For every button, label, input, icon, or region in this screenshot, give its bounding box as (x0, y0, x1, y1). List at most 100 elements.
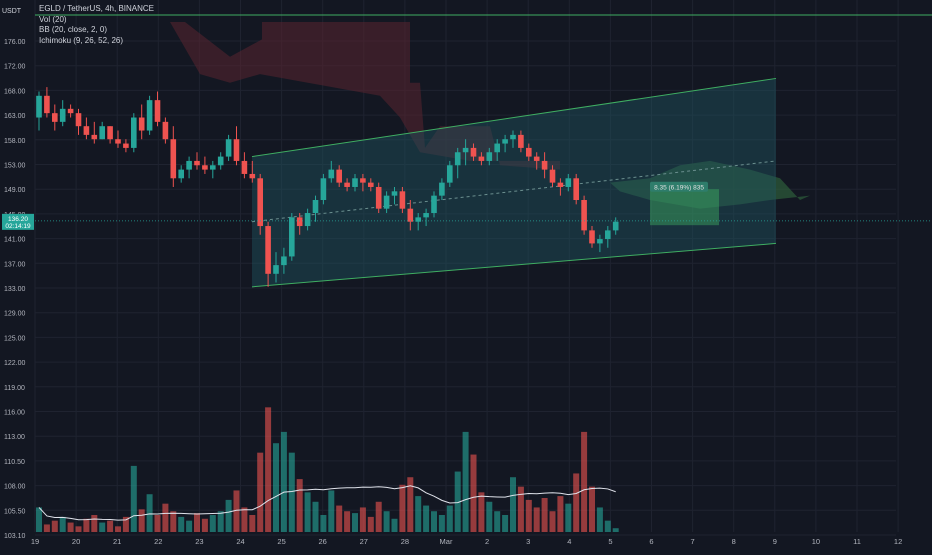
candle-body (186, 160, 192, 170)
position-label: 8.35 (6.19%) 835 (654, 184, 704, 191)
chart-legend: EGLD / TetherUS, 4h, BINANCE Vol (20) BB… (39, 4, 154, 46)
time-tick-label: 22 (154, 537, 162, 546)
time-tick-label: 3 (526, 537, 530, 546)
volume-bar (517, 486, 524, 532)
candle-body (494, 143, 500, 153)
volume-indicator-label[interactable]: Vol (20) (39, 14, 67, 24)
candle-body (289, 217, 295, 257)
volume-bar (344, 511, 351, 532)
candles (36, 87, 619, 287)
long-position-target-box (650, 189, 719, 226)
price-tick-label: 122.00 (4, 360, 26, 367)
time-tick-label: 8 (732, 537, 736, 546)
volume-bar (375, 501, 382, 532)
candle-body (273, 265, 279, 274)
volume-bar (581, 431, 588, 532)
channel-mid-line (251, 160, 777, 223)
volume-bar (510, 477, 516, 532)
volume-bar (122, 516, 129, 532)
last-price-label: 136.20 (8, 216, 28, 223)
time-tick-label: 9 (773, 537, 777, 546)
volume-bar (438, 515, 445, 532)
candle-body (281, 256, 287, 266)
volume-bar (115, 526, 121, 532)
candle-body (52, 113, 58, 122)
candle-body (36, 95, 42, 118)
price-axis: 176.00 172.00 168.00 163.00 158.00 153.00 149.… (4, 39, 26, 540)
volume-bar (486, 501, 493, 532)
candle-body (202, 165, 208, 170)
candle-body (44, 95, 50, 114)
candle-body (470, 147, 477, 157)
volume-bar (233, 490, 240, 532)
volume-bar (201, 518, 208, 532)
candle-body (328, 169, 335, 179)
time-tick-label: 20 (72, 537, 80, 546)
candle-body (257, 178, 263, 227)
candle-body (573, 178, 579, 200)
time-tick-label: 4 (567, 537, 571, 546)
candle-body (541, 160, 548, 170)
currency-label: USDT (2, 8, 22, 15)
candle-body (518, 134, 524, 148)
time-tick-label: 10 (812, 537, 820, 546)
candle-body (399, 191, 406, 209)
volume-bar (241, 507, 248, 532)
volume-bar (431, 511, 437, 532)
time-tick-label: 12 (894, 537, 902, 546)
price-tick-label: 163.00 (4, 113, 26, 120)
candle-body (423, 213, 429, 218)
candle-body (415, 217, 421, 222)
candle-body (478, 156, 485, 161)
price-tick-label: 168.00 (4, 88, 26, 95)
candle-body (296, 217, 303, 227)
volume-bar (352, 513, 358, 532)
volume-bar (423, 505, 430, 532)
price-tick-label: 119.00 (4, 385, 25, 392)
ichimoku-indicator-label[interactable]: Ichimoku (9, 26, 52, 26) (39, 35, 124, 45)
candle-body (368, 182, 374, 187)
price-tick-label: 113.00 (4, 434, 25, 441)
volume-bar (470, 454, 477, 532)
volume-bar (43, 524, 50, 532)
candle-body (162, 121, 169, 140)
volume-bar (383, 511, 390, 532)
time-tick-label: 27 (360, 537, 368, 546)
candle-body (83, 126, 90, 135)
countdown-label: 02:14:19 (5, 223, 31, 230)
volume-bar (391, 518, 398, 532)
volume-bar (446, 505, 453, 532)
candle-body (107, 126, 113, 140)
candle-body (225, 139, 232, 157)
volume-bar (336, 505, 343, 532)
candle-body (605, 230, 611, 240)
price-tick-label: 158.00 (4, 138, 26, 145)
candle-body (565, 178, 572, 187)
price-tick-label: 149.00 (4, 187, 26, 194)
price-tick-label: 108.00 (4, 484, 26, 491)
candle-body (383, 195, 390, 209)
volume-bar (612, 528, 619, 532)
candle-body (178, 169, 184, 179)
candle-body (67, 108, 74, 114)
candle-body (360, 178, 366, 183)
volume-bar (462, 431, 469, 532)
candle-body (612, 221, 619, 231)
candle-body (589, 230, 595, 244)
volume-bar (494, 511, 501, 532)
time-tick-label: Mar (440, 537, 453, 546)
price-tick-label: 110.50 (4, 459, 25, 466)
volume-bar (320, 515, 327, 532)
volume-ma-line (38, 485, 616, 521)
price-tick-label: 176.00 (4, 39, 26, 46)
bollinger-indicator-label[interactable]: BB (20, close, 2, 0) (39, 25, 108, 35)
candle-body (597, 239, 603, 244)
time-tick-label: 2 (485, 537, 489, 546)
volume-bar (99, 522, 106, 532)
symbol-title[interactable]: EGLD / TetherUS, 4h, BINANCE (39, 4, 155, 13)
candle-body (265, 226, 271, 274)
volume-bar (280, 431, 287, 532)
volume-bar (304, 492, 311, 532)
